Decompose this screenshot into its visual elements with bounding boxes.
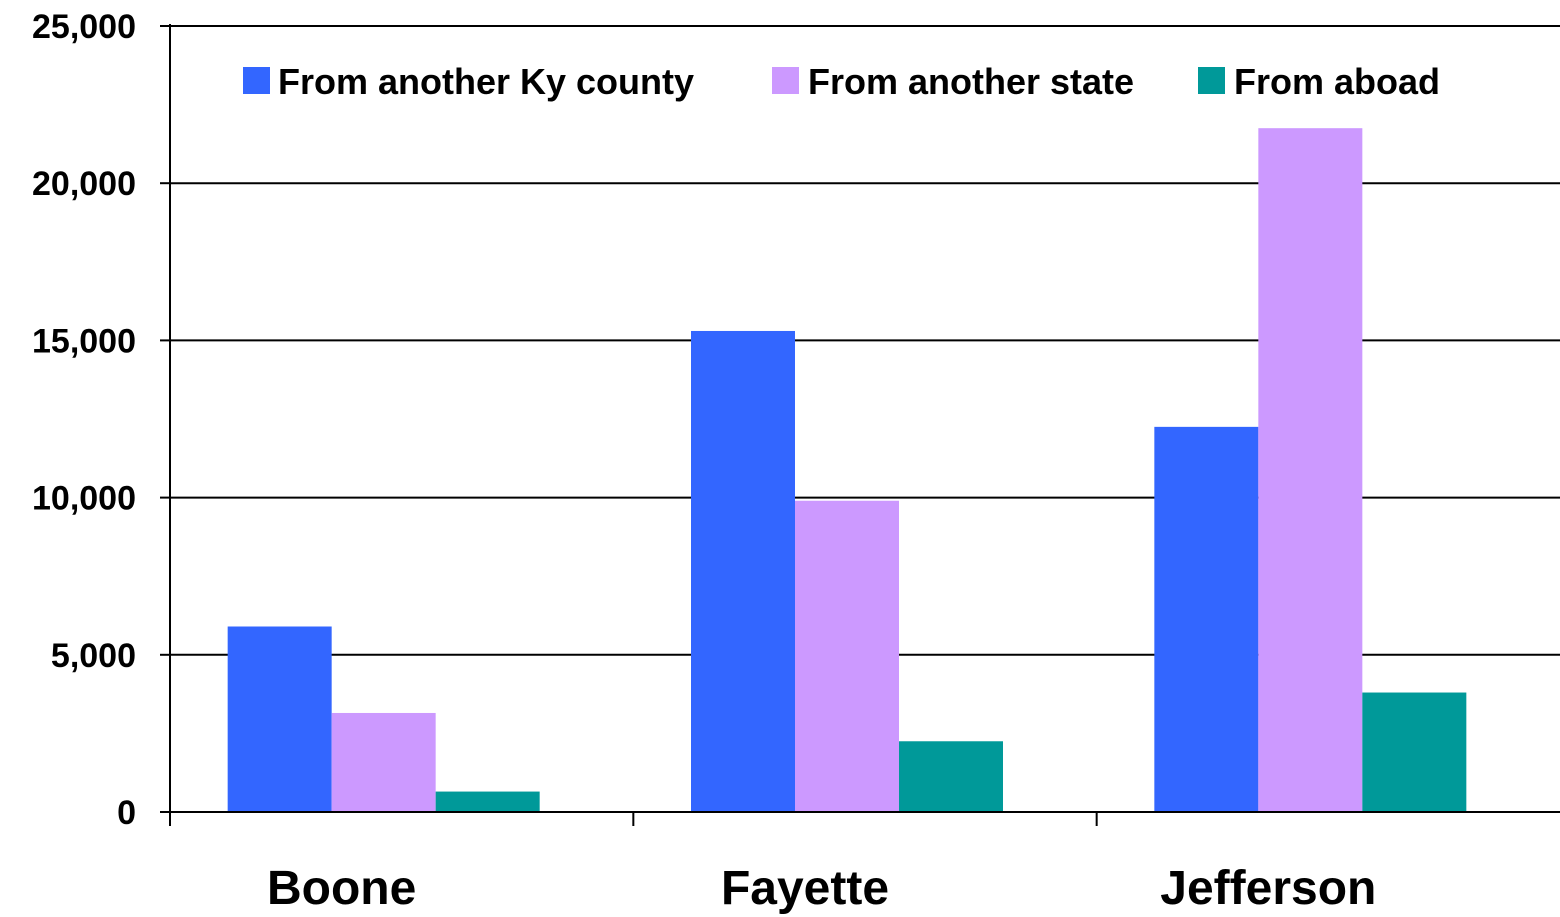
legend-label: From another Ky county [278, 61, 694, 102]
bar-jefferson-series-0 [1154, 426, 1259, 812]
bar-boone-series-0 [227, 626, 332, 812]
legend: From another Ky county From another state… [243, 61, 1440, 102]
y-tick-label: 0 [117, 794, 136, 832]
x-axis-category-labels: Boone Fayette Jefferson [267, 862, 1376, 915]
axes [160, 24, 1560, 826]
legend-swatch [1198, 67, 1225, 94]
x-category-label: Jefferson [1160, 862, 1376, 915]
legend-label: From aboad [1234, 61, 1440, 102]
bar-fayette-series-2 [899, 741, 1003, 812]
bar-fayette-series-0 [691, 330, 795, 812]
y-tick-label: 15,000 [32, 322, 136, 360]
bars [227, 128, 1467, 812]
y-axis-tick-labels: 0 5,000 10,000 15,000 20,000 25,000 [32, 8, 136, 832]
y-tick-label: 10,000 [32, 480, 136, 518]
bar-jefferson-series-2 [1362, 692, 1467, 812]
bar-fayette-series-1 [795, 500, 899, 812]
bar-boone-series-2 [435, 791, 540, 812]
y-tick-label: 25,000 [32, 8, 136, 46]
legend-swatch [772, 67, 799, 94]
x-category-label: Fayette [721, 862, 889, 915]
bar-boone-series-1 [331, 712, 436, 812]
legend-swatch [243, 67, 270, 94]
legend-label: From another state [808, 61, 1134, 102]
bar-jefferson-series-1 [1258, 128, 1363, 812]
y-tick-label: 20,000 [32, 165, 136, 203]
y-tick-label: 5,000 [51, 637, 136, 675]
x-category-label: Boone [267, 862, 416, 915]
